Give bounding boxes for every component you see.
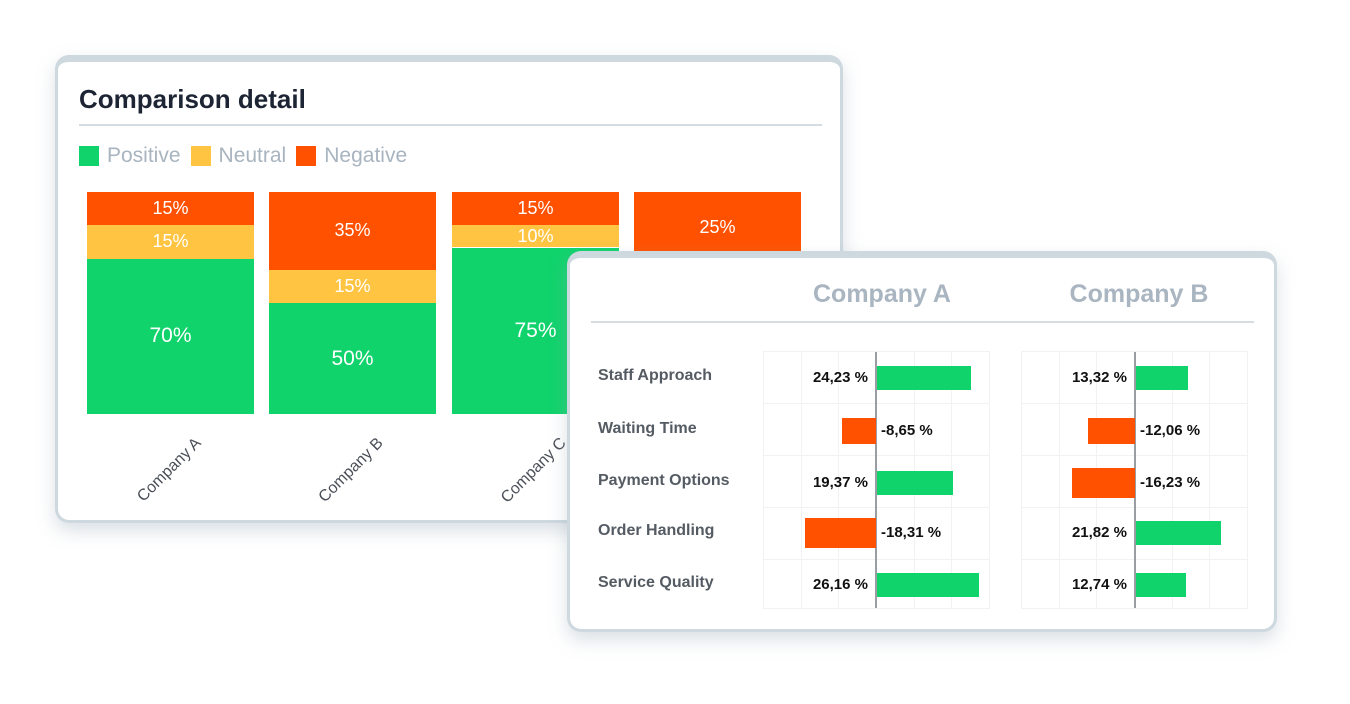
gridline <box>1209 352 1210 608</box>
value-label: 19,37 % <box>812 474 868 491</box>
value-label: 13,32 % <box>1071 369 1127 386</box>
row-label: Staff Approach <box>598 367 713 384</box>
negative-bar <box>842 418 876 444</box>
neutral-segment: 15% <box>87 225 254 259</box>
value-label: -18,31 % <box>881 524 942 541</box>
positive-bar <box>1136 366 1188 390</box>
gridline <box>801 352 802 608</box>
positive-bar <box>877 573 980 597</box>
row-label: Payment Options <box>598 472 730 489</box>
bar-company-a: 70% 15% 15% <box>87 192 254 414</box>
x-tick-label: Company A <box>134 434 205 506</box>
segment-label: 15% <box>334 275 371 296</box>
neutral-swatch <box>190 146 211 166</box>
positive-bar <box>1136 573 1186 597</box>
row-label: Order Handling <box>598 522 715 539</box>
value-label: 26,16 % <box>812 576 868 593</box>
positive-bar <box>1136 521 1222 545</box>
segment-label: 50% <box>331 346 374 370</box>
value-label: -16,23 % <box>1140 474 1201 491</box>
negative-segment: 35% <box>269 192 436 270</box>
segment-label: 25% <box>699 216 736 237</box>
x-tick-label: Company C <box>497 434 570 507</box>
grid-company-a: 24,23 % -8,65 % 19,37 % -18,31 % 26,16 % <box>763 351 990 609</box>
positive-segment: 70% <box>87 258 254 414</box>
neutral-segment: 15% <box>269 269 436 303</box>
gridline <box>1172 352 1173 608</box>
negative-bar <box>804 518 876 548</box>
negative-bar <box>1071 468 1135 498</box>
value-label: 12,74 % <box>1071 576 1127 593</box>
legend: Positive Neutral Negative <box>79 144 407 168</box>
legend-neutral: Neutral <box>190 144 287 168</box>
negative-segment: 15% <box>87 192 254 226</box>
segment-label: 10% <box>517 225 554 246</box>
legend-label: Neutral <box>218 144 287 167</box>
segment-label: 70% <box>149 324 192 348</box>
row-label: Waiting Time <box>598 420 697 437</box>
value-label: 21,82 % <box>1071 524 1127 541</box>
zero-axis <box>875 352 877 608</box>
grid-company-b: 13,32 % -12,06 % -16,23 % 21,82 % 12,74 % <box>1021 351 1248 609</box>
company-comparison-card: Company A Company B Staff Approach Waitin… <box>567 251 1277 632</box>
positive-swatch <box>79 146 99 166</box>
neutral-segment: 10% <box>452 225 619 248</box>
segment-label: 15% <box>152 198 189 219</box>
negative-segment: 25% <box>634 192 801 262</box>
segment-label: 75% <box>514 318 557 342</box>
value-label: 24,23 % <box>812 369 868 386</box>
positive-bar <box>877 471 953 495</box>
negative-swatch <box>296 146 317 166</box>
segment-label: 15% <box>152 231 189 252</box>
bar-company-b: 50% 15% 35% <box>269 192 436 414</box>
panel-title-company-a: Company A <box>813 280 951 308</box>
card-title: Comparison detail <box>79 84 306 114</box>
zero-axis <box>1134 352 1136 608</box>
divider <box>79 124 822 126</box>
gridline <box>838 352 839 608</box>
row-label: Service Quality <box>598 574 714 591</box>
divider <box>591 321 1254 323</box>
value-label: -12,06 % <box>1140 422 1201 439</box>
legend-positive: Positive <box>79 144 181 168</box>
positive-bar <box>877 366 972 390</box>
value-label: -8,65 % <box>881 422 933 439</box>
segment-label: 35% <box>334 220 371 241</box>
segment-label: 15% <box>517 198 554 219</box>
legend-negative: Negative <box>296 144 407 168</box>
gridline <box>1059 352 1060 608</box>
positive-segment: 50% <box>269 303 436 414</box>
x-tick-label: Company B <box>315 434 387 506</box>
legend-label: Positive <box>107 144 181 167</box>
negative-segment: 15% <box>452 192 619 226</box>
legend-label: Negative <box>324 144 408 167</box>
panel-title-company-b: Company B <box>1069 280 1209 308</box>
negative-bar <box>1087 418 1135 444</box>
